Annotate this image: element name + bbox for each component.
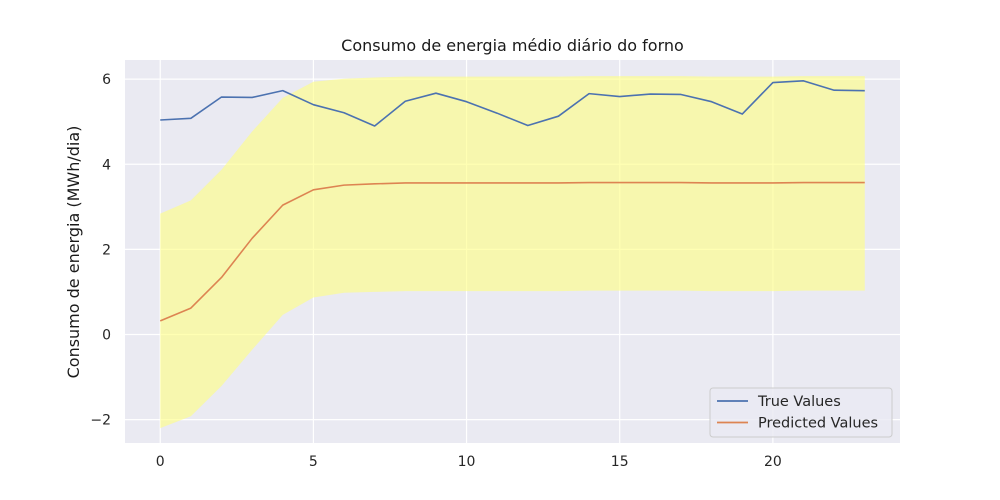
chart-title: Consumo de energia médio diário do forno xyxy=(341,36,684,55)
confidence-band xyxy=(160,76,865,429)
x-tick-label: 20 xyxy=(764,454,782,470)
x-tick-label: 10 xyxy=(458,454,476,470)
y-tick-label: 0 xyxy=(102,327,111,343)
y-tick-label: −2 xyxy=(90,413,111,429)
legend-label: Predicted Values xyxy=(758,416,878,432)
y-ticks: −2 0 2 4 6 xyxy=(90,72,111,428)
y-tick-label: 2 xyxy=(102,242,111,258)
y-tick-label: 4 xyxy=(102,157,111,173)
x-tick-label: 0 xyxy=(156,454,165,470)
series-line-2 xyxy=(159,181,865,322)
confidence-band-area xyxy=(160,76,865,429)
y-tick-label: 6 xyxy=(102,72,111,88)
legend: True Values Predicted Values xyxy=(709,387,893,438)
series-lines xyxy=(159,80,865,322)
series-line-1 xyxy=(160,80,865,127)
x-tick-label: 5 xyxy=(309,454,318,470)
x-tick-label: 15 xyxy=(611,454,629,470)
legend-label: True Values xyxy=(757,394,841,410)
x-ticks: 0 5 10 15 20 xyxy=(156,454,782,470)
legend-box xyxy=(709,387,893,438)
y-axis-label: Consumo de energia (MWh/dia) xyxy=(64,126,83,379)
